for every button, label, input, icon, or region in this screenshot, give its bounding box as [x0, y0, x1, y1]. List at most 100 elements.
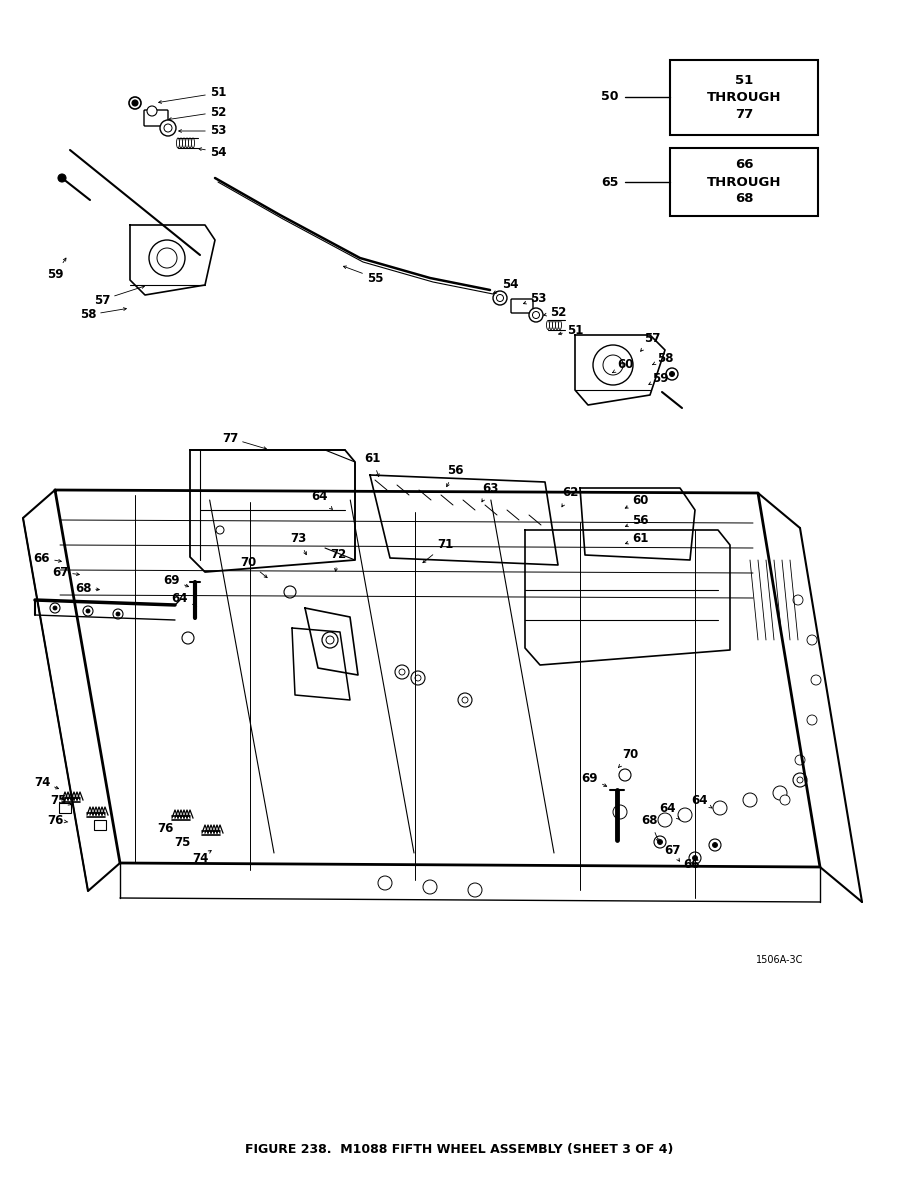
Text: 51: 51 [210, 87, 226, 100]
Circle shape [86, 609, 90, 613]
Text: 64: 64 [660, 802, 677, 815]
Circle shape [326, 636, 334, 644]
Text: 61: 61 [364, 451, 380, 465]
Circle shape [493, 291, 507, 305]
Circle shape [619, 769, 631, 781]
Text: 77: 77 [222, 431, 238, 444]
Text: 72: 72 [330, 549, 346, 562]
Circle shape [216, 526, 224, 533]
Circle shape [793, 773, 807, 786]
Circle shape [811, 675, 821, 685]
Circle shape [147, 106, 157, 116]
Circle shape [593, 345, 633, 385]
Text: 69: 69 [582, 771, 599, 784]
Text: 51: 51 [566, 323, 583, 336]
Text: 56: 56 [632, 513, 648, 526]
Text: 76: 76 [157, 821, 174, 834]
Text: 51
THROUGH
77: 51 THROUGH 77 [707, 74, 781, 121]
Text: FIGURE 238.  M1088 FIFTH WHEEL ASSEMBLY (SHEET 3 OF 4): FIGURE 238. M1088 FIFTH WHEEL ASSEMBLY (… [245, 1144, 673, 1156]
Text: 66: 66 [34, 551, 50, 564]
Text: 62: 62 [562, 487, 578, 499]
Circle shape [657, 840, 663, 845]
Circle shape [780, 795, 790, 805]
Text: 1506A-3C: 1506A-3C [756, 955, 803, 965]
Circle shape [50, 604, 60, 613]
Ellipse shape [553, 321, 555, 329]
Ellipse shape [558, 321, 562, 329]
FancyBboxPatch shape [511, 299, 533, 312]
Circle shape [743, 794, 757, 807]
Text: 66
THROUGH
68: 66 THROUGH 68 [707, 158, 781, 206]
Circle shape [532, 311, 540, 318]
Text: 67: 67 [664, 843, 680, 857]
Text: 52: 52 [550, 305, 566, 318]
Circle shape [415, 675, 421, 681]
Circle shape [793, 595, 803, 605]
Text: 52: 52 [210, 106, 226, 119]
Bar [670, 148, 818, 216]
Text: 63: 63 [482, 481, 498, 494]
Text: 54: 54 [502, 278, 519, 291]
Text: 54: 54 [209, 145, 226, 158]
Circle shape [149, 240, 185, 276]
Text: 53: 53 [530, 291, 546, 304]
Text: 64: 64 [692, 794, 709, 807]
Circle shape [773, 786, 787, 800]
Circle shape [807, 715, 817, 725]
Circle shape [692, 855, 698, 860]
Circle shape [603, 355, 623, 375]
Circle shape [529, 308, 543, 322]
Text: 68: 68 [74, 581, 91, 594]
Text: 53: 53 [210, 125, 226, 138]
Circle shape [797, 777, 803, 783]
Ellipse shape [183, 138, 185, 148]
Text: 73: 73 [290, 531, 306, 544]
Text: 59: 59 [652, 372, 668, 385]
Text: 59: 59 [47, 268, 63, 282]
FancyBboxPatch shape [144, 110, 168, 126]
Text: 65: 65 [601, 176, 619, 189]
Circle shape [666, 368, 678, 380]
Ellipse shape [550, 321, 553, 329]
Text: 75: 75 [174, 835, 190, 848]
Circle shape [399, 669, 405, 675]
Circle shape [411, 671, 425, 685]
Circle shape [713, 801, 727, 815]
Text: 67: 67 [51, 565, 68, 579]
Circle shape [423, 880, 437, 895]
Text: 57: 57 [94, 293, 110, 307]
Circle shape [712, 842, 718, 847]
Circle shape [116, 612, 120, 617]
Circle shape [654, 836, 666, 848]
Ellipse shape [188, 138, 192, 148]
Text: 69: 69 [163, 574, 180, 587]
Circle shape [613, 805, 627, 819]
Circle shape [395, 665, 409, 680]
Text: 70: 70 [240, 556, 256, 569]
Text: 64: 64 [172, 592, 188, 605]
Circle shape [709, 839, 721, 851]
Circle shape [689, 852, 701, 864]
Bar [94, 820, 106, 830]
Text: 61: 61 [632, 531, 648, 544]
Ellipse shape [546, 321, 550, 329]
Circle shape [182, 632, 194, 644]
Circle shape [669, 372, 675, 377]
Circle shape [53, 606, 57, 609]
Text: 64: 64 [312, 491, 329, 504]
Circle shape [378, 876, 392, 890]
Text: 58: 58 [656, 352, 673, 365]
Bar [59, 803, 71, 813]
Text: 68: 68 [642, 814, 658, 827]
Circle shape [284, 586, 296, 598]
Text: 74: 74 [34, 776, 50, 789]
Text: 75: 75 [50, 794, 66, 807]
Circle shape [497, 295, 503, 302]
Circle shape [164, 124, 172, 132]
Ellipse shape [555, 321, 558, 329]
Text: 66: 66 [684, 859, 700, 872]
Circle shape [113, 609, 123, 619]
Circle shape [462, 697, 468, 703]
Ellipse shape [180, 138, 183, 148]
Circle shape [807, 636, 817, 645]
